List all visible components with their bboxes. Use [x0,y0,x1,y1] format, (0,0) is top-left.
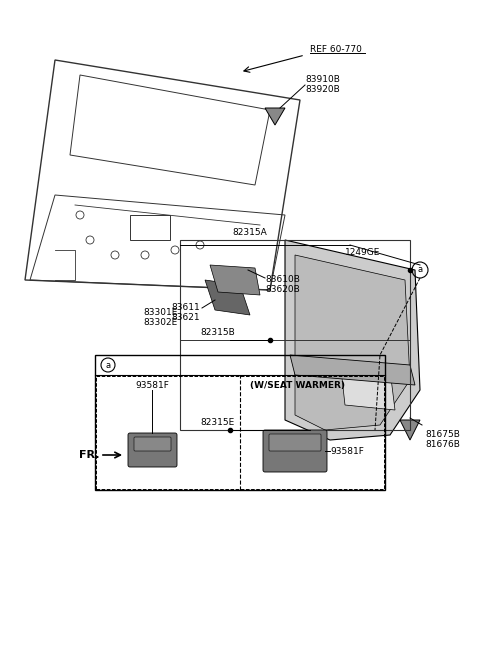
Polygon shape [295,255,410,430]
FancyBboxPatch shape [269,434,321,451]
Polygon shape [205,280,250,315]
Polygon shape [210,265,260,295]
Text: 93581F: 93581F [330,447,364,455]
Text: a: a [418,265,422,275]
Bar [180,240,410,430]
Text: 82315B: 82315B [200,328,235,337]
Polygon shape [340,360,395,410]
Bar [96,376,384,489]
Polygon shape [400,420,420,440]
Polygon shape [285,240,420,440]
Text: 82315E: 82315E [200,418,234,427]
Bar [95,355,385,490]
Text: 83611
83621: 83611 83621 [171,303,200,323]
Text: (W/SEAT WARMER): (W/SEAT WARMER) [250,381,345,390]
Text: 82315A: 82315A [233,228,267,237]
Text: FR.: FR. [80,450,100,460]
Text: 83301E
83302E: 83301E 83302E [144,308,178,327]
Text: REF 60-770: REF 60-770 [310,45,362,55]
Polygon shape [265,108,285,125]
Bar [130,215,170,240]
Text: 1249GE: 1249GE [345,248,380,257]
Text: a: a [106,361,110,369]
Polygon shape [290,355,415,385]
Text: 81675B
81676B: 81675B 81676B [425,430,460,449]
Text: 83910B
83920B: 83910B 83920B [305,75,340,95]
Text: 83610B
83620B: 83610B 83620B [265,275,300,294]
FancyBboxPatch shape [128,433,177,467]
FancyBboxPatch shape [134,437,171,451]
Text: 93581F: 93581F [135,381,169,390]
FancyBboxPatch shape [263,430,327,472]
